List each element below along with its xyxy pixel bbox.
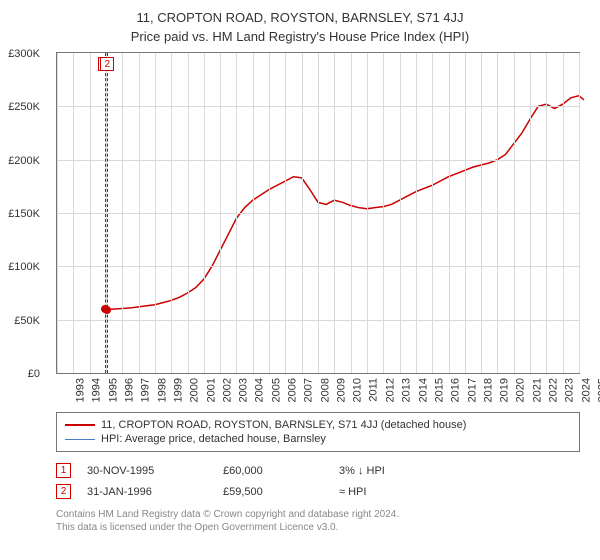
sales-table: 1 30-NOV-1995 £60,000 3% ↓ HPI 2 31-JAN-1996 £… bbox=[56, 460, 580, 502]
plot-area: 12 bbox=[56, 52, 580, 374]
x-tick-label: 1996 bbox=[123, 378, 135, 402]
x-tick-label: 2015 bbox=[433, 378, 445, 402]
x-tick-label: 2013 bbox=[401, 378, 413, 402]
sale-row: 1 30-NOV-1995 £60,000 3% ↓ HPI bbox=[56, 460, 580, 481]
x-tick-label: 2005 bbox=[270, 378, 282, 402]
series-line bbox=[105, 96, 584, 310]
x-tick-label: 1998 bbox=[156, 378, 168, 402]
x-tick-label: 2016 bbox=[450, 378, 462, 402]
x-tick-label: 2019 bbox=[499, 378, 511, 402]
x-axis: 1993 1994 1995 1996 1997 1998 1999 2000 2001 2002… bbox=[56, 374, 580, 408]
chart-subtitle: Price paid vs. HM Land Registry's House … bbox=[12, 29, 588, 44]
x-tick-label: 1999 bbox=[172, 378, 184, 402]
y-axis: £0£50K£100K£150K£200K£250K£300K bbox=[0, 54, 42, 376]
x-tick-label: 2002 bbox=[221, 378, 233, 402]
legend-swatch bbox=[65, 424, 95, 426]
footer: Contains HM Land Registry data © Crown c… bbox=[56, 508, 580, 534]
x-tick-label: 2023 bbox=[564, 378, 576, 402]
x-tick-label: 1995 bbox=[107, 378, 119, 402]
chart-container: 11, CROPTON ROAD, ROYSTON, BARNSLEY, S71… bbox=[0, 0, 600, 560]
x-tick-label: 2004 bbox=[254, 378, 266, 402]
sale-marker-dot bbox=[103, 306, 111, 314]
y-tick-label: £150K bbox=[8, 208, 40, 220]
y-tick-label: £200K bbox=[8, 155, 40, 167]
sale-delta: 3% ↓ HPI bbox=[339, 465, 580, 477]
x-tick-label: 2010 bbox=[352, 378, 364, 402]
x-tick-label: 2025 bbox=[596, 378, 600, 402]
x-tick-label: 2017 bbox=[466, 378, 478, 402]
x-tick-label: 2020 bbox=[515, 378, 527, 402]
legend-item: 11, CROPTON ROAD, ROYSTON, BARNSLEY, S71… bbox=[65, 418, 571, 432]
legend-item: HPI: Average price, detached house, Barn… bbox=[65, 432, 571, 446]
sale-marker-badge: 2 bbox=[100, 57, 114, 71]
sale-badge: 2 bbox=[56, 484, 71, 499]
x-tick-label: 2003 bbox=[238, 378, 250, 402]
y-tick-label: £0 bbox=[28, 368, 40, 380]
sale-date: 30-NOV-1995 bbox=[87, 465, 207, 477]
sale-price: £59,500 bbox=[223, 486, 323, 498]
x-tick-label: 2022 bbox=[548, 378, 560, 402]
x-tick-label: 2001 bbox=[205, 378, 217, 402]
sale-badge: 1 bbox=[56, 463, 71, 478]
x-tick-label: 1997 bbox=[140, 378, 152, 402]
x-tick-label: 2006 bbox=[287, 378, 299, 402]
x-tick-label: 2000 bbox=[189, 378, 201, 402]
legend: 11, CROPTON ROAD, ROYSTON, BARNSLEY, S71… bbox=[56, 412, 580, 452]
x-tick-label: 2011 bbox=[367, 378, 379, 402]
x-tick-label: 2018 bbox=[482, 378, 494, 402]
x-tick-label: 1994 bbox=[91, 378, 103, 402]
x-tick-label: 2008 bbox=[319, 378, 331, 402]
chart-title-address: 11, CROPTON ROAD, ROYSTON, BARNSLEY, S71… bbox=[12, 10, 588, 25]
legend-swatch bbox=[65, 439, 95, 440]
x-tick-label: 2012 bbox=[384, 378, 396, 402]
sale-date: 31-JAN-1996 bbox=[87, 486, 207, 498]
footer-copyright: Contains HM Land Registry data © Crown c… bbox=[56, 508, 580, 521]
sale-marker-line bbox=[107, 53, 108, 373]
sale-row: 2 31-JAN-1996 £59,500 ≈ HPI bbox=[56, 481, 580, 502]
sale-price: £60,000 bbox=[223, 465, 323, 477]
x-tick-label: 2009 bbox=[335, 378, 347, 402]
x-tick-label: 2024 bbox=[580, 378, 592, 402]
x-tick-label: 2007 bbox=[303, 378, 315, 402]
sale-marker-line bbox=[105, 53, 106, 373]
footer-license: This data is licensed under the Open Gov… bbox=[56, 521, 580, 534]
x-tick-label: 1993 bbox=[74, 378, 86, 402]
legend-label: 11, CROPTON ROAD, ROYSTON, BARNSLEY, S71… bbox=[101, 419, 466, 431]
y-tick-label: £250K bbox=[8, 101, 40, 113]
legend-label: HPI: Average price, detached house, Barn… bbox=[101, 433, 326, 445]
x-tick-label: 2014 bbox=[417, 378, 429, 402]
y-tick-label: £300K bbox=[8, 48, 40, 60]
y-tick-label: £50K bbox=[14, 315, 40, 327]
x-tick-label: 2021 bbox=[531, 378, 543, 402]
sale-delta: ≈ HPI bbox=[339, 486, 580, 498]
y-tick-label: £100K bbox=[8, 261, 40, 273]
